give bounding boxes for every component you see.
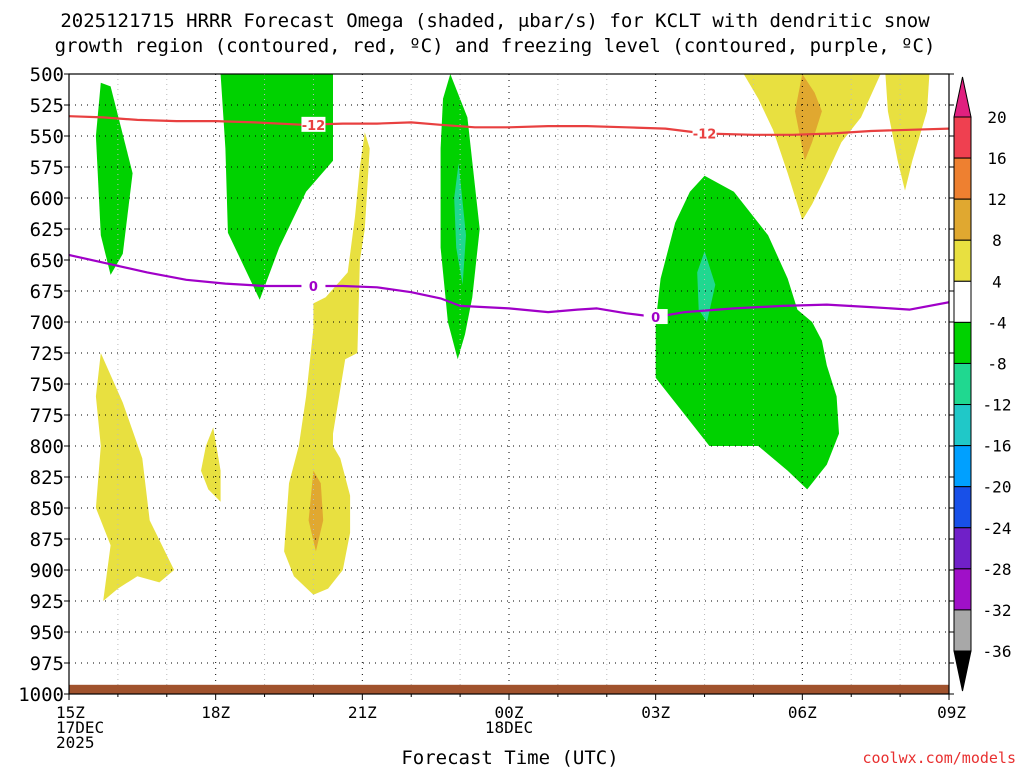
colorbar-label-10: -24 [983,519,1012,538]
chart-title-line-1: 2025121715 HRRR Forecast Omega (shaded, … [60,10,930,32]
x-tick-label-0-2: 2025 [56,733,95,752]
y-tick-label-950: 950 [30,622,64,644]
y-tick-label-575: 575 [30,157,64,179]
colorbar-label-3: 8 [992,231,1002,250]
temperature-contours [69,115,949,319]
x-tick-label-0-1: 17DEC [56,718,104,737]
colorbar-top-arrow [953,76,972,118]
x-tick-label-18-0: 09Z [937,703,966,722]
y-tick-label-625: 625 [30,219,64,241]
x-tick-label-6-0: 21Z [348,703,377,722]
contour-label-0-0: -12 [302,119,326,134]
omega-shading [95,74,930,601]
y-tick-label-525: 525 [30,95,64,117]
y-tick-label-1000: 1000 [18,684,64,706]
colorbar: 20 16 12 8 4 -4 -8 -12 -16 -20 -24 -28 -32 -36 [953,76,1012,692]
colorbar-swatch-12 [953,609,972,652]
y-tick-label-775: 775 [30,405,64,427]
colorbar-swatch-9 [953,486,972,529]
colorbar-label-4: 4 [992,272,1002,291]
x-tick-label-3-0: 18Z [201,703,230,722]
grid-lines [69,74,949,694]
y-tick-label-650: 650 [30,250,64,272]
colorbar-swatch-0 [953,116,972,159]
colorbar-swatch-2 [953,198,972,241]
colorbar-label-13: -36 [983,642,1012,661]
contour-label-bg-1-1 [643,309,668,325]
ground-band [69,684,949,694]
contour-label-bg-0-1 [692,125,717,141]
colorbar-swatch-8 [953,445,972,488]
colorbar-swatch-3 [953,239,972,282]
omega-region-7 [201,427,221,502]
colorbar-label-11: -28 [983,560,1012,579]
contour-labels: -12 -12 0 0 [301,116,717,326]
omega-region-12 [885,74,930,191]
watermark: coolwx.com/models [862,749,1016,767]
chart-titles: 2025121715 HRRR Forecast Omega (shaded, … [55,10,936,57]
omega-region-8 [284,132,370,595]
y-tick-label-975: 975 [30,653,64,675]
x-axis-label: Forecast Time (UTC) [401,747,618,768]
colorbar-label-12: -32 [983,601,1012,620]
y-tick-label-825: 825 [30,467,64,489]
x-tick-label-9-1: 18DEC [485,718,533,737]
colorbar-label-7: -12 [983,396,1012,415]
ground-band-fill [69,684,949,694]
colorbar-swatch-1 [953,157,972,200]
colorbar-swatch-4 [953,280,972,323]
contour-line-1 [69,253,949,319]
omega-region-5 [697,251,716,322]
contour-label-bg-1-0 [301,278,326,294]
colorbar-swatch-7 [953,404,972,447]
y-tick-label-700: 700 [30,312,64,334]
contour-label-0-1: -12 [693,128,717,143]
y-tick-label-875: 875 [30,529,64,551]
omega-region-0 [95,82,133,275]
colorbar-label-1: 16 [987,149,1006,168]
omega-region-10 [743,74,881,221]
y-tick-label-600: 600 [30,188,64,210]
contour-line-0 [69,115,949,136]
y-tick-label-725: 725 [30,343,64,365]
y-tick-label-500: 500 [30,64,64,86]
colorbar-label-6: -8 [987,354,1006,373]
contour-label-bg-0-0 [301,116,326,132]
omega-region-1 [220,74,333,300]
y-tick-label-850: 850 [30,498,64,520]
omega-region-9 [308,470,324,552]
x-tick-label-9-0: 00Z [495,703,524,722]
omega-region-11 [795,74,822,161]
colorbar-label-2: 12 [987,190,1006,209]
y-tick-label-550: 550 [30,126,64,148]
contour-label-1-1: 0 [651,311,660,326]
x-tick-label-12-0: 03Z [641,703,670,722]
y-tick-label-750: 750 [30,374,64,396]
colorbar-bottom-arrow [953,650,972,692]
y-tick-label-675: 675 [30,281,64,303]
contour-label-1-0: 0 [309,280,318,295]
colorbar-swatch-10 [953,527,972,570]
x-tick-label-15-0: 06Z [788,703,817,722]
colorbar-label-5: -4 [987,313,1006,332]
y-tick-label-900: 900 [30,560,64,582]
y-axis: 500 525 550 575 600 625 650 675 700 725 750 775 800 8… [18,64,954,706]
omega-region-4 [655,175,839,490]
chart-title-line-2: growth region (contoured, red, ºC) and f… [55,35,936,57]
y-tick-label-925: 925 [30,591,64,613]
colorbar-swatch-11 [953,568,972,611]
colorbar-label-0: 20 [987,108,1006,127]
x-tick-label-0-0: 15Z [56,703,85,722]
colorbar-label-9: -20 [983,478,1012,497]
colorbar-swatch-6 [953,362,972,406]
colorbar-label-8: -16 [983,437,1012,456]
colorbar-swatch-5 [953,321,972,364]
y-tick-label-800: 800 [30,436,64,458]
